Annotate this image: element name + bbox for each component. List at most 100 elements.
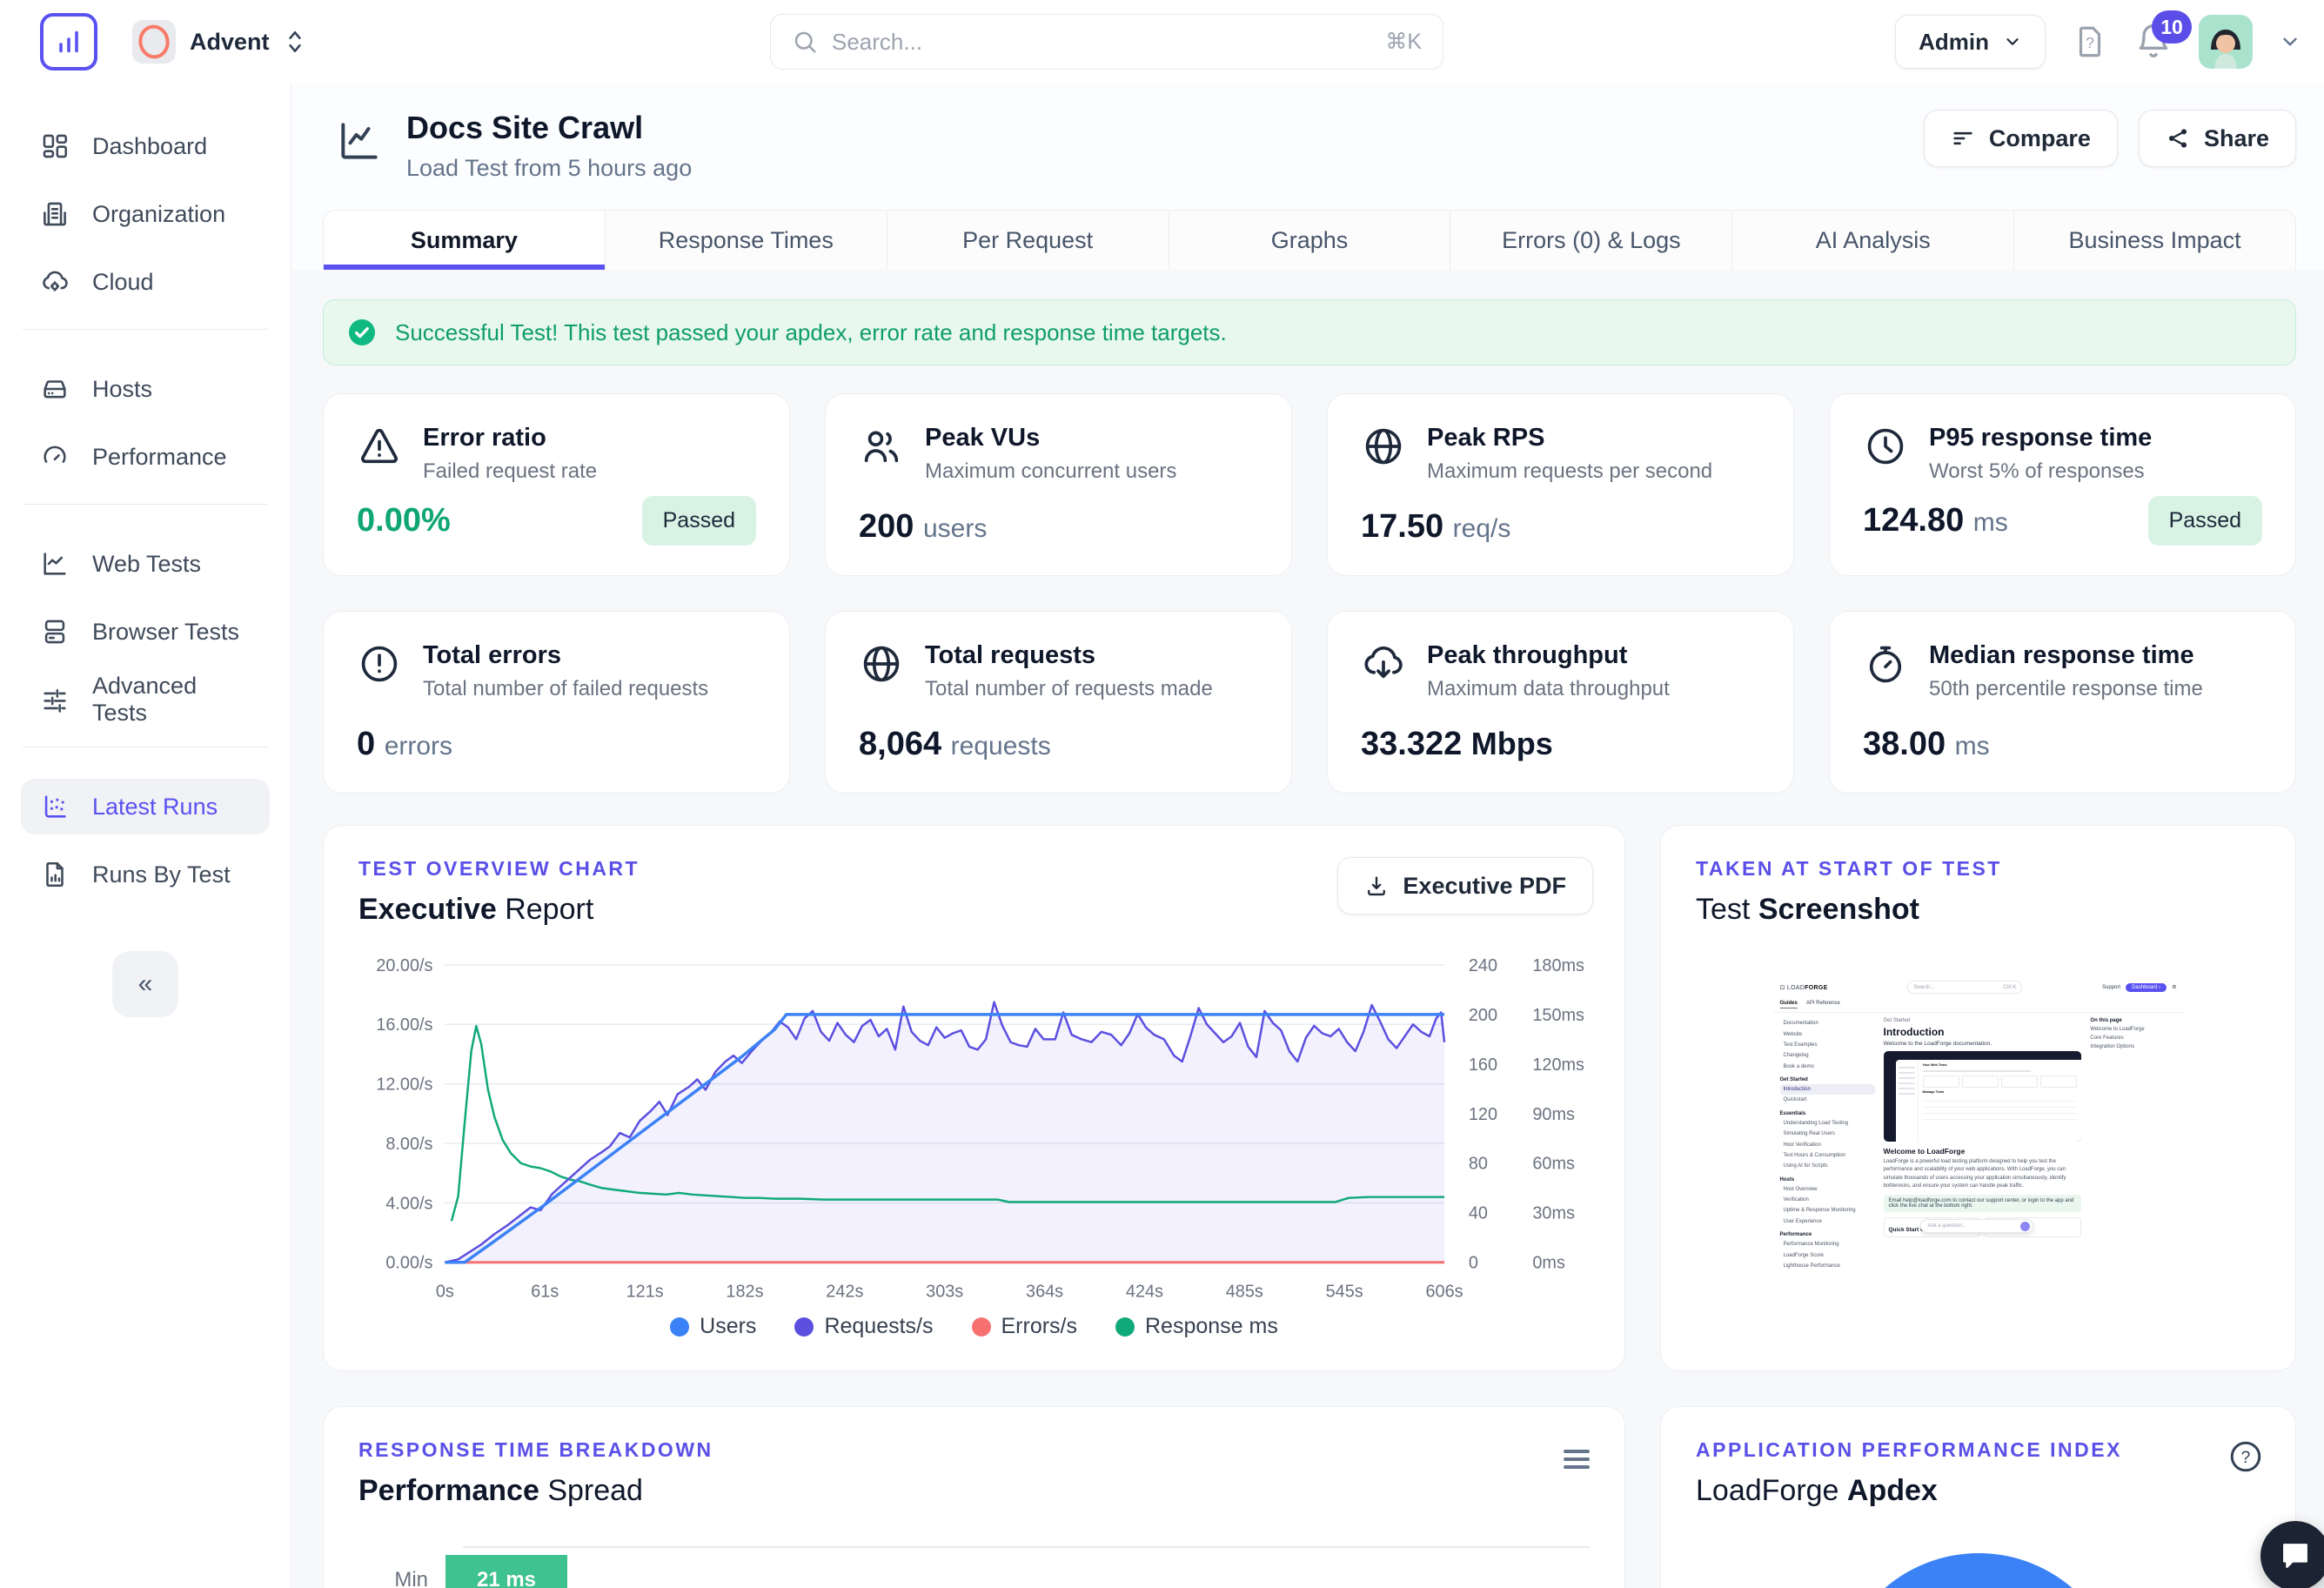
thumb-nav-item: Quickstart	[1783, 1097, 1807, 1103]
sidebar-item-organization[interactable]: Organization	[21, 186, 270, 242]
thumb-nav-section: Get Started	[1779, 1076, 1808, 1082]
svg-text:180ms: 180ms	[1532, 956, 1584, 975]
thumb-nav-item: Simulating Real Users	[1783, 1131, 1835, 1137]
metric-card-p95: P95 response time Worst 5% of responses 1…	[1829, 393, 2296, 576]
thumb-nav-item: LoadForge Score	[1783, 1252, 1824, 1258]
help-docs-button[interactable]: ?	[2072, 23, 2108, 60]
sidebar-item-latest-runs[interactable]: Latest Runs	[21, 779, 270, 834]
metric-cards: Error ratio Failed request rate 0.00% Pass…	[323, 393, 2296, 794]
notifications-button[interactable]: 10	[2134, 10, 2192, 61]
sidebar-item-browser-tests[interactable]: Browser Tests	[21, 604, 270, 660]
sidebar-item-web-tests[interactable]: Web Tests	[21, 536, 270, 592]
admin-menu-button[interactable]: Admin	[1895, 15, 2046, 69]
sidebar-item-dashboard[interactable]: Dashboard	[21, 118, 270, 174]
metric-subtitle: Maximum data throughput	[1427, 677, 1670, 700]
overview-title-bold: Executive	[358, 893, 497, 926]
sidebar-label: Runs By Test	[92, 861, 231, 888]
thumb-nav-item: Verification	[1783, 1197, 1809, 1203]
sidebar-collapse-button[interactable]: «	[112, 951, 178, 1017]
thumb-ask-input: Ask a question...	[1919, 1219, 2033, 1234]
sidebar-label: Hosts	[92, 375, 153, 402]
app-logo-icon[interactable]	[40, 13, 97, 70]
cloud-download-icon	[1364, 646, 1403, 679]
tab[interactable]: Response Times	[604, 211, 887, 270]
compare-button[interactable]: Compare	[1923, 110, 2118, 167]
tab[interactable]: Errors (0) & Logs	[1450, 211, 1732, 270]
screenshot-title: Test Screenshot	[1696, 893, 2260, 927]
thumb-nav-item: User Experience	[1783, 1218, 1822, 1224]
legend-item-users[interactable]: Users	[670, 1314, 756, 1339]
collapse-label: «	[137, 969, 153, 998]
gauge-icon	[44, 446, 66, 463]
search-shortcut: ⌘K	[1385, 30, 1422, 54]
executive-pdf-button[interactable]: Executive PDF	[1337, 857, 1593, 915]
notifications-badge: 10	[2152, 10, 2192, 44]
svg-text:?: ?	[2086, 34, 2094, 51]
svg-text:242s: 242s	[826, 1282, 863, 1301]
thumb-nav-item: Website	[1783, 1031, 1803, 1037]
browser-stack-icon	[44, 620, 65, 644]
search-input[interactable]	[832, 28, 1372, 56]
overview-title: Executive Report	[358, 893, 1590, 927]
metric-value: 200	[859, 508, 914, 545]
breakdown-eyebrow: RESPONSE TIME BREAKDOWN	[358, 1438, 713, 1462]
legend-item-requests-s[interactable]: Requests/s	[794, 1314, 934, 1339]
thumb-body-text: LoadForge is a powerful load testing pla…	[1883, 1159, 2066, 1189]
profile-chevron-icon[interactable]	[2279, 30, 2301, 53]
share-button[interactable]: Share	[2138, 110, 2296, 167]
metric-title: P95 response time	[1929, 424, 2153, 452]
metric-card-total-errors: Total errors Total number of failed reque…	[323, 611, 790, 794]
svg-text:12.00/s: 12.00/s	[376, 1075, 432, 1095]
check-circle-icon	[349, 319, 375, 345]
spread-chart: Min 21 ms	[358, 1546, 1590, 1588]
metric-value: 8,064	[859, 726, 942, 762]
sidebar-item-runs-by-test[interactable]: Runs By Test	[21, 847, 270, 902]
tab[interactable]: AI Analysis	[1731, 211, 2014, 270]
screenshot-title-bold: Screenshot	[1758, 893, 1919, 926]
chevron-down-icon	[2006, 38, 2019, 45]
sliders-icon	[44, 689, 66, 713]
sidebar-item-performance[interactable]: Performance	[21, 429, 270, 485]
metric-subtitle: 50th percentile response time	[1929, 677, 2203, 700]
sidebar-divider	[23, 329, 268, 330]
breakdown-title-bold: Performance	[358, 1474, 539, 1508]
download-icon	[1368, 876, 1386, 896]
server-icon	[44, 380, 66, 399]
user-avatar[interactable]	[2199, 15, 2253, 69]
global-search[interactable]: ⌘K	[770, 14, 1443, 70]
thumb-nav-item: Understanding Load Testing	[1783, 1120, 1849, 1126]
thumb-support: Support	[2102, 984, 2121, 990]
apdex-help-button[interactable]: ?	[2227, 1438, 2264, 1479]
sidebar-item-cloud[interactable]: Cloud	[21, 254, 270, 310]
metric-card-error-ratio: Error ratio Failed request rate 0.00% Pass…	[323, 393, 790, 576]
tab[interactable]: Summary	[324, 211, 605, 270]
thumb-otp-link: Integration Options	[2090, 1044, 2135, 1049]
metric-card-peak-rps: Peak RPS Maximum requests per second 17.5…	[1327, 393, 1794, 576]
page-subtitle: Load Test from 5 hours ago	[406, 155, 693, 181]
svg-text:20.00/s: 20.00/s	[376, 956, 432, 975]
test-overview-panel: TEST OVERVIEW CHART Executive Report Exe…	[323, 825, 1625, 1372]
workspace-selector[interactable]: Advent	[132, 14, 306, 70]
thumb-logo: ⊡ LOADFORGE	[1779, 984, 1828, 991]
svg-text:40: 40	[1469, 1204, 1488, 1223]
chart-menu-icon[interactable]	[1564, 1445, 1590, 1473]
tab[interactable]: Per Request	[886, 211, 1169, 270]
compare-label: Compare	[1988, 124, 2091, 151]
page-title: Docs Site Crawl	[406, 110, 644, 145]
live-chat-button[interactable]	[2260, 1521, 2324, 1588]
cloud-icon	[43, 271, 68, 291]
sidebar-item-advanced-tests[interactable]: Advanced Tests	[21, 672, 270, 727]
tab[interactable]: Business Impact	[2013, 211, 2295, 270]
sidebar-item-hosts[interactable]: Hosts	[21, 361, 270, 417]
legend-item-response-ms[interactable]: Response ms	[1115, 1314, 1278, 1339]
breakdown-title: Performance Spread	[358, 1474, 1590, 1508]
dashboard-icon	[43, 134, 68, 158]
thumb-tab: Guides	[1779, 1001, 1798, 1008]
apdex-gauge	[1834, 1553, 2122, 1588]
svg-text:424s: 424s	[1126, 1282, 1163, 1301]
legend-item-errors-s[interactable]: Errors/s	[971, 1314, 1077, 1339]
thumb-nav-item: Performance Monitoring	[1783, 1242, 1839, 1248]
tab[interactable]: Graphs	[1168, 211, 1450, 270]
test-screenshot-panel: TAKEN AT START OF TEST Test Screenshot ⊡…	[1660, 825, 2296, 1372]
thumb-nav-item: Uptime & Response Monitoring	[1783, 1208, 1856, 1214]
